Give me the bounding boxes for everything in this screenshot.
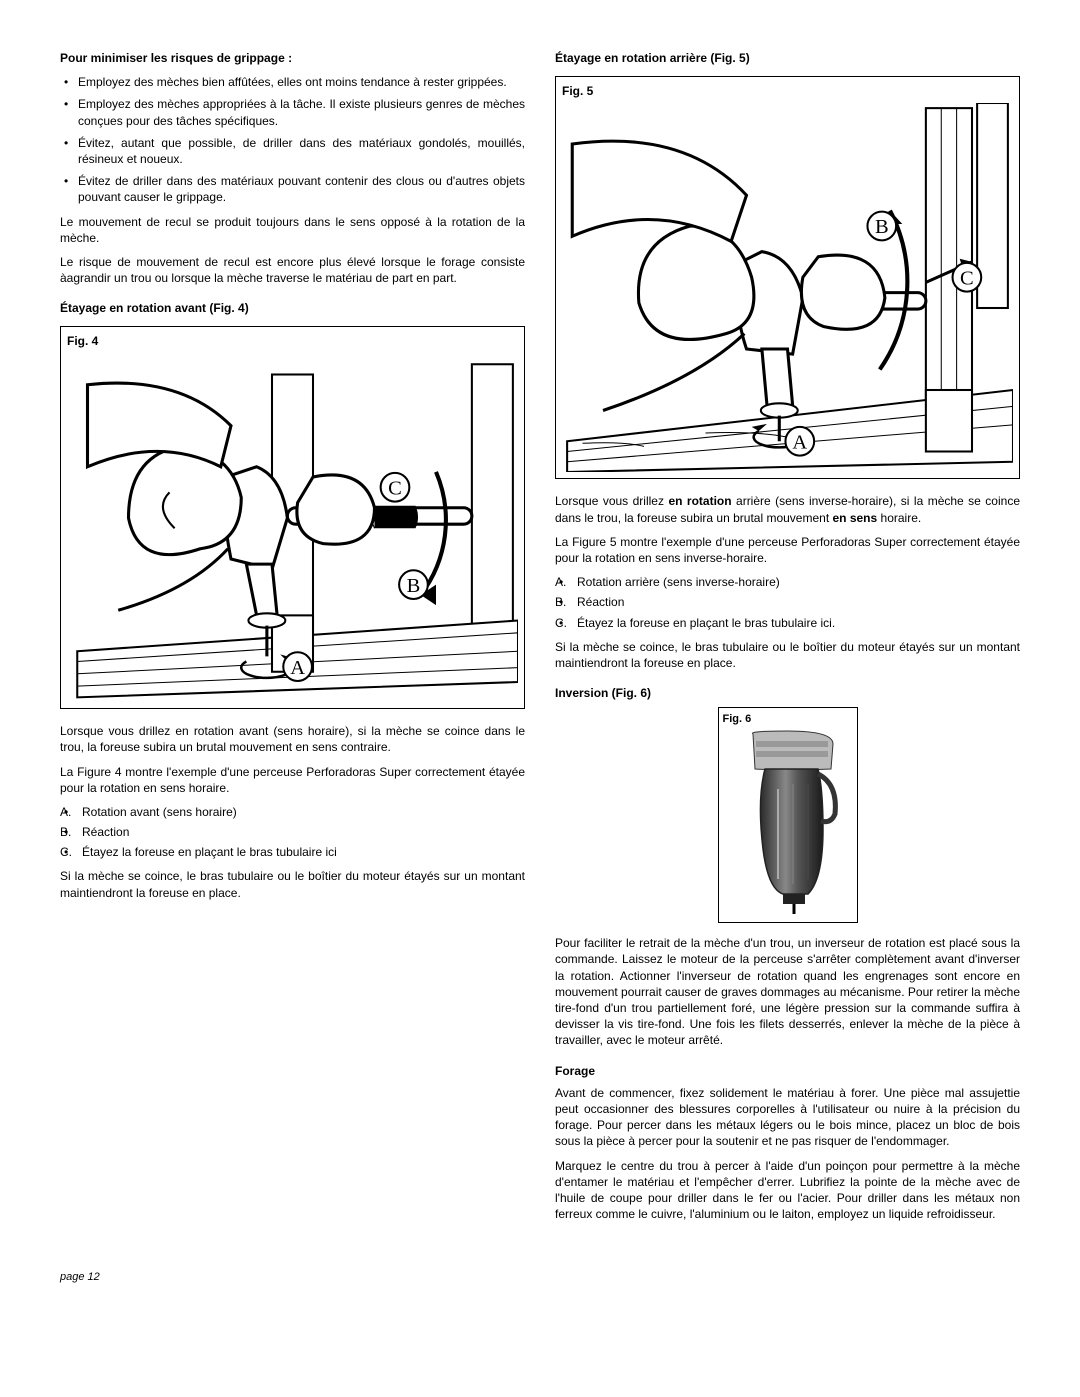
figure-5-label: Fig. 5 (562, 83, 1013, 99)
list-item: C.Étayez la foreuse en plaçant le bras t… (60, 844, 525, 860)
list-item: A.Rotation arrière (sens inverse-horaire… (555, 574, 1020, 590)
text-bold: en sens (833, 511, 878, 525)
text-run: Lorsque vous drillez (555, 494, 668, 508)
list-text: Étayez la foreuse en plaçant le bras tub… (577, 616, 835, 630)
bullet-item: Employez des mèches appropriées à la tâc… (60, 96, 525, 128)
heading-fig6: Inversion (Fig. 6) (555, 685, 1020, 701)
paragraph: La Figure 5 montre l'exemple d'une perce… (555, 534, 1020, 566)
bullet-item: Évitez, autant que possible, de driller … (60, 135, 525, 167)
page-number: page 12 (60, 1270, 1020, 1285)
paragraph: Le mouvement de recul se produit toujour… (60, 214, 525, 246)
list-text: Étayez la foreuse en plaçant le bras tub… (82, 845, 337, 859)
svg-text:A: A (290, 656, 305, 678)
list-item: B.Réaction (555, 594, 1020, 610)
figure-5-box: Fig. 5 (555, 76, 1020, 479)
lettered-list: A.Rotation arrière (sens inverse-horaire… (555, 574, 1020, 631)
list-item: C.Étayez la foreuse en plaçant le bras t… (555, 615, 1020, 631)
bullet-item: Employez des mèches bien affûtées, elles… (60, 74, 525, 90)
figure-6-illustration (723, 729, 853, 914)
list-item: B.Réaction (60, 824, 525, 840)
figure-4-illustration: A B C (67, 354, 518, 703)
figure-4-label: Fig. 4 (67, 333, 518, 349)
heading-grippage: Pour minimiser les risques de grippage : (60, 50, 525, 66)
paragraph: Lorsque vous drillez en rotation avant (… (60, 723, 525, 755)
page-content: Pour minimiser les risques de grippage :… (60, 50, 1020, 1230)
heading-fig4: Étayage en rotation avant (Fig. 4) (60, 300, 525, 316)
paragraph: Le risque de mouvement de recul est enco… (60, 254, 525, 286)
paragraph: Pour faciliter le retrait de la mèche d'… (555, 935, 1020, 1048)
list-item: A.Rotation avant (sens horaire) (60, 804, 525, 820)
paragraph: Marquez le centre du trou à percer à l'a… (555, 1158, 1020, 1223)
bullet-item: Évitez de driller dans des matériaux pou… (60, 173, 525, 205)
figure-6-box: Fig. 6 (718, 707, 858, 923)
bullet-list: Employez des mèches bien affûtées, elles… (60, 74, 525, 205)
figure-6-label: Fig. 6 (723, 712, 853, 727)
paragraph: Avant de commencer, fixez solidement le … (555, 1085, 1020, 1150)
paragraph: Lorsque vous drillez en rotation arrière… (555, 493, 1020, 525)
svg-text:B: B (875, 217, 889, 239)
figure-5-illustration: A B C (562, 103, 1013, 472)
paragraph: Si la mèche se coince, le bras tubulaire… (555, 639, 1020, 671)
heading-fig5: Étayage en rotation arrière (Fig. 5) (555, 50, 1020, 66)
svg-text:C: C (388, 477, 402, 499)
paragraph: La Figure 4 montre l'exemple d'une perce… (60, 764, 525, 796)
text-run: horaire. (877, 511, 921, 525)
figure-4-box: Fig. 4 (60, 326, 525, 709)
svg-text:B: B (407, 574, 421, 596)
svg-text:A: A (792, 432, 807, 454)
list-text: Rotation avant (sens horaire) (82, 805, 237, 819)
list-text: Réaction (82, 825, 129, 839)
paragraph: Si la mèche se coince, le bras tubulaire… (60, 868, 525, 900)
lettered-list: A.Rotation avant (sens horaire) B.Réacti… (60, 804, 525, 861)
text-bold: en rotation (668, 494, 731, 508)
right-column: Étayage en rotation arrière (Fig. 5) Fig… (555, 50, 1020, 1230)
list-text: Rotation arrière (sens inverse-horaire) (577, 575, 780, 589)
svg-text:C: C (960, 268, 974, 290)
left-column: Pour minimiser les risques de grippage :… (60, 50, 525, 1230)
list-text: Réaction (577, 595, 624, 609)
heading-forage: Forage (555, 1063, 1020, 1079)
figure-6-wrap: Fig. 6 (555, 707, 1020, 923)
